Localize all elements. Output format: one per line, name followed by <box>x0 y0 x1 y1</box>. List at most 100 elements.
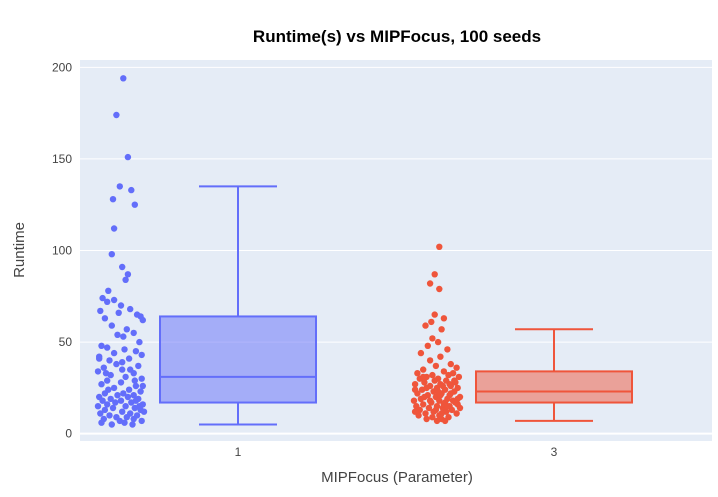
data-point <box>444 346 451 353</box>
data-point <box>108 322 116 329</box>
data-point <box>437 353 444 360</box>
data-point <box>125 355 133 362</box>
data-point <box>431 271 438 278</box>
data-point <box>429 414 436 421</box>
y-tick-label: 200 <box>52 60 72 74</box>
data-point <box>424 342 431 349</box>
data-point <box>108 251 116 258</box>
data-point <box>121 419 128 426</box>
data-point <box>112 399 119 406</box>
data-point <box>124 393 132 401</box>
data-point <box>110 296 118 304</box>
data-point <box>113 360 120 368</box>
y-tick-label: 0 <box>65 427 72 441</box>
data-point <box>119 408 126 415</box>
data-point <box>439 382 446 390</box>
y-tick-label: 150 <box>52 152 72 166</box>
data-point <box>104 401 111 408</box>
data-point <box>139 316 146 324</box>
data-point <box>137 388 144 395</box>
data-point <box>410 397 418 404</box>
data-point <box>125 386 133 393</box>
data-point <box>124 271 132 278</box>
data-point <box>438 326 445 333</box>
data-point <box>98 342 105 349</box>
data-point <box>119 263 126 271</box>
data-point <box>426 357 434 364</box>
data-point <box>101 315 109 322</box>
data-point <box>440 315 448 322</box>
data-point <box>114 331 121 338</box>
data-point <box>444 403 451 410</box>
data-point <box>104 344 111 351</box>
data-point <box>433 417 441 425</box>
data-point <box>441 417 449 425</box>
data-point <box>117 302 125 309</box>
data-point <box>105 287 112 294</box>
data-point <box>447 360 454 368</box>
data-point <box>436 243 443 250</box>
data-point <box>453 364 460 371</box>
data-point <box>116 183 124 190</box>
data-point <box>113 111 120 119</box>
data-point <box>438 410 445 417</box>
data-point <box>109 404 117 412</box>
data-point <box>420 366 427 373</box>
points-layer <box>94 75 464 428</box>
data-point <box>130 415 137 423</box>
data-point <box>451 377 458 384</box>
data-point <box>414 370 421 377</box>
data-point <box>132 348 140 355</box>
y-axis-title: Runtime <box>11 222 28 278</box>
data-point <box>122 403 129 410</box>
y-tick-label: 50 <box>59 335 73 349</box>
data-point <box>426 397 434 404</box>
y-axis-ticks: 0 50 100 150 200 <box>52 60 72 440</box>
data-point <box>431 311 438 318</box>
data-point <box>138 351 145 359</box>
data-point <box>114 392 121 399</box>
data-point <box>455 373 463 381</box>
data-point <box>128 186 135 194</box>
data-point <box>423 415 430 423</box>
data-point <box>130 392 137 399</box>
data-point <box>422 322 429 329</box>
data-point <box>100 364 108 371</box>
data-point <box>130 370 137 377</box>
data-point <box>131 377 138 384</box>
data-point <box>456 404 464 412</box>
data-point <box>421 393 428 401</box>
data-point <box>436 285 443 293</box>
data-point <box>123 414 130 421</box>
data-point <box>115 309 122 316</box>
data-point <box>436 397 443 404</box>
data-point <box>120 333 127 340</box>
data-point <box>429 371 436 379</box>
data-point <box>138 417 145 425</box>
data-point <box>117 397 125 404</box>
data-point <box>130 329 137 337</box>
data-point <box>97 307 104 315</box>
boxes-layer <box>159 185 633 426</box>
data-point <box>121 346 128 353</box>
data-point <box>447 390 454 397</box>
data-point <box>119 366 126 373</box>
data-point <box>432 362 440 370</box>
data-point <box>104 377 111 384</box>
data-point <box>420 401 427 408</box>
data-point <box>96 355 103 362</box>
data-point <box>106 412 113 419</box>
data-point <box>124 153 132 161</box>
data-point <box>117 379 125 386</box>
data-point <box>102 370 110 377</box>
data-point <box>426 280 434 287</box>
data-point <box>423 384 430 392</box>
data-point <box>421 379 428 386</box>
data-point <box>123 326 130 333</box>
data-point <box>422 410 429 417</box>
data-point <box>411 381 419 388</box>
data-point <box>122 276 129 283</box>
data-point <box>452 399 459 406</box>
